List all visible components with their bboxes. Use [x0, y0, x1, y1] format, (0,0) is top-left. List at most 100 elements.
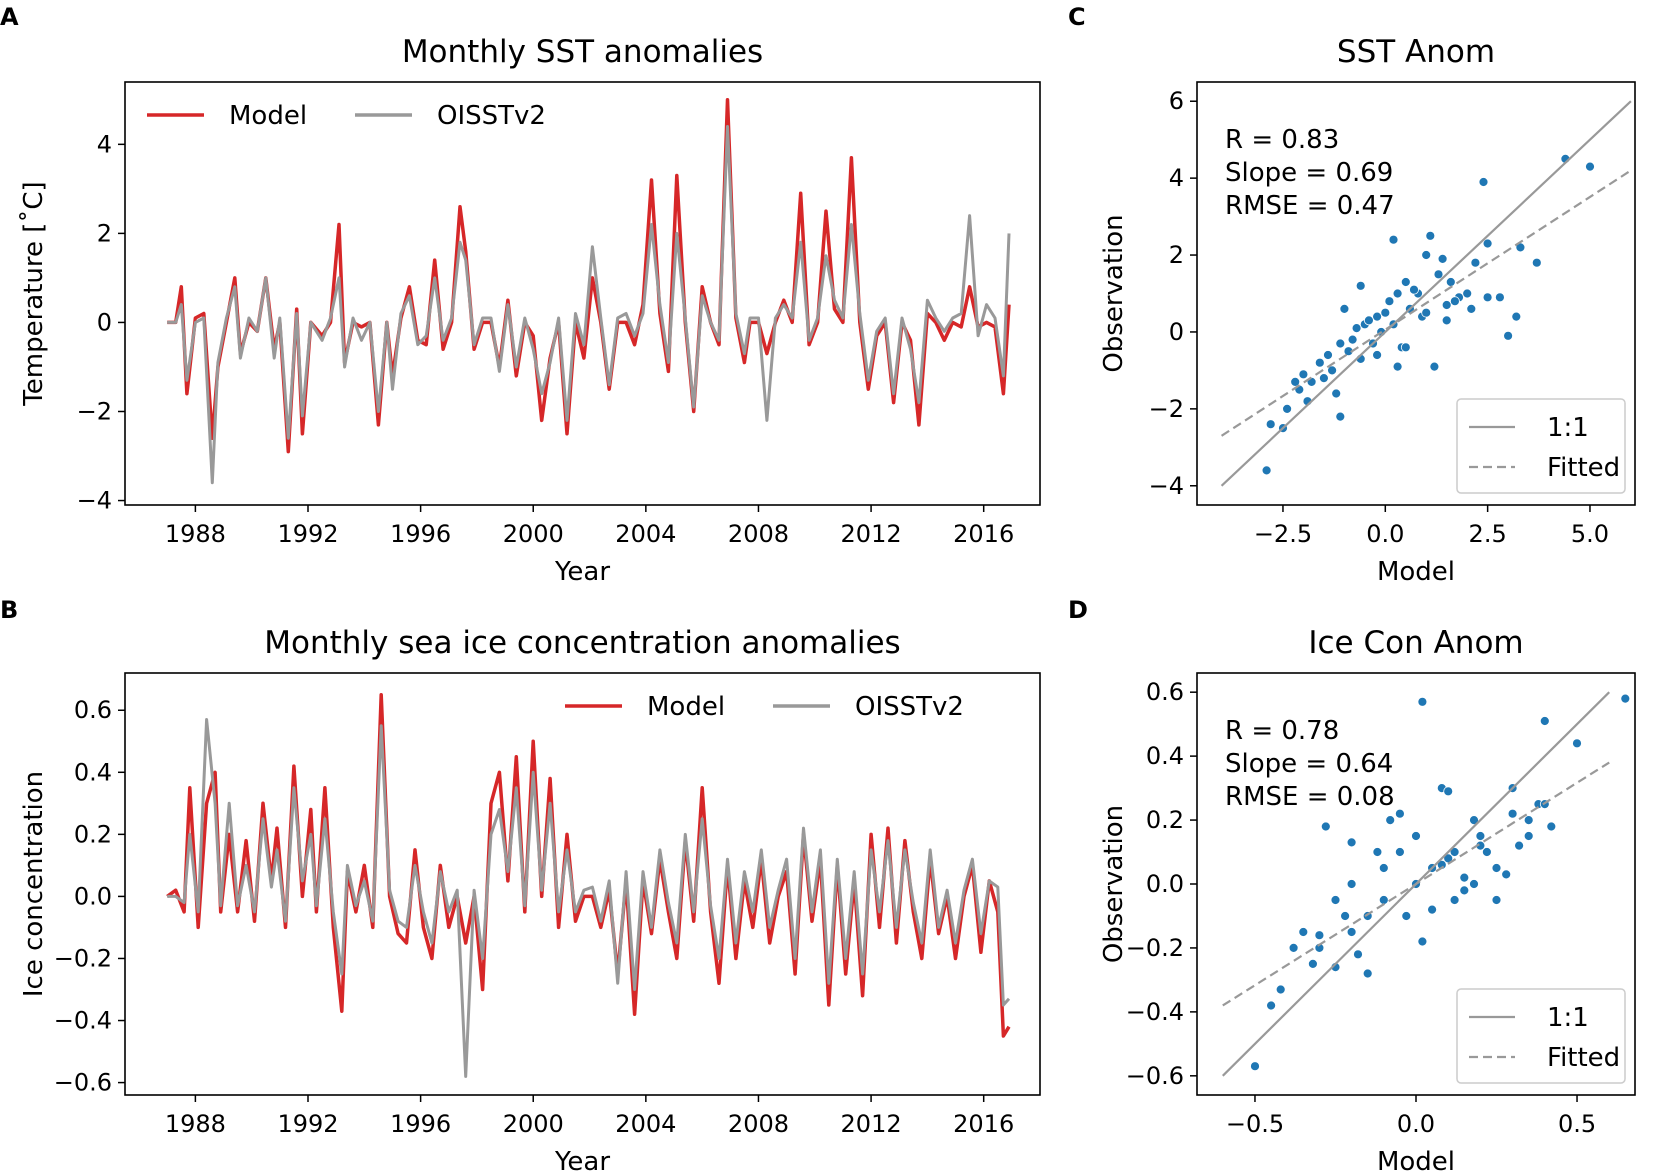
y-axis-label: Temperature [˚C] [19, 181, 49, 406]
y-tick-label: −2 [1149, 395, 1184, 423]
scatter-point [1275, 984, 1286, 995]
legend-label: Fitted [1547, 453, 1620, 483]
scatter-point [1427, 904, 1437, 915]
legend: 1:1 Fitted [1456, 398, 1626, 494]
x-tick-label: 2016 [953, 1110, 1014, 1138]
scatter-point [1319, 373, 1329, 384]
scatter-point [1378, 863, 1389, 873]
scatter-point [1449, 895, 1460, 905]
fitted-line [1220, 169, 1632, 437]
scatter-point [1459, 885, 1470, 896]
scatter-point [1531, 257, 1542, 268]
series-line-oisstv2 [167, 125, 1011, 485]
x-tick-label: 1996 [390, 520, 451, 548]
scatter-point [1441, 315, 1452, 326]
stat-text: R = 0.78 [1225, 716, 1339, 746]
scatter-point [1514, 840, 1524, 851]
y-tick-label: 0.2 [1146, 806, 1184, 834]
scatter-point [1445, 277, 1456, 287]
scatter-point [1495, 292, 1505, 303]
panel-letter: D [1068, 596, 1088, 624]
scatter-point [1372, 311, 1382, 322]
panel-c: C SST Anom Model Observation −2.5 0.0 2.5 5.0 −… [1068, 3, 1636, 587]
scatter-point [1482, 847, 1492, 857]
y-axis-label: Observation [1099, 214, 1129, 372]
scatter-point [1388, 234, 1399, 245]
legend-label: 1:1 [1547, 413, 1589, 443]
y-tick-label: −0.2 [1126, 934, 1184, 962]
scatter-point [1466, 303, 1477, 314]
scatter-point [1450, 296, 1460, 307]
scatter-point [1314, 357, 1325, 368]
x-tick-label: 2016 [953, 520, 1014, 548]
legend-label: OISSTv2 [855, 692, 964, 722]
scatter-point [1572, 738, 1582, 749]
x-tick-label: 2000 [503, 1110, 564, 1138]
scatter-point [1409, 284, 1419, 295]
scatter-point [1265, 419, 1276, 430]
scatter-point [1331, 388, 1342, 399]
plot-area [1221, 691, 1631, 1077]
one-to-one-line [1220, 100, 1632, 487]
scatter-point [1323, 350, 1333, 360]
scatter-point [1443, 786, 1454, 797]
series-line-model [166, 692, 1011, 1038]
scatter-point [1469, 879, 1479, 889]
legend-label: Model [647, 692, 725, 722]
scatter-point [1290, 376, 1301, 387]
y-tick-label: 2 [97, 219, 112, 247]
axes-frame [1196, 672, 1636, 1096]
panel-a: A Monthly SST anomalies Year Temperature [… [0, 3, 1041, 587]
scatter-point [1353, 949, 1363, 960]
legend-label: Fitted [1547, 1043, 1620, 1073]
panel-letter: B [0, 596, 18, 624]
scatter-point [1401, 911, 1412, 921]
y-axis-label: Observation [1099, 805, 1129, 963]
y-tick-label: −4 [77, 487, 112, 515]
x-tick-label: 2008 [728, 1110, 789, 1138]
scatter-point [1261, 465, 1272, 476]
scatter-point [1335, 338, 1346, 349]
scatter-point [1384, 296, 1395, 307]
x-tick-label: 1992 [277, 520, 338, 548]
y-tick-label: 0.0 [1146, 870, 1184, 898]
scatter-point [1335, 411, 1346, 422]
scatter-point [1327, 365, 1337, 376]
chart-title: SST Anom [1337, 34, 1495, 70]
panel-d: D Ice Con Anom Model Observation −0.5 0.0 0.5… [1068, 596, 1636, 1175]
x-tick-label: 1988 [165, 520, 226, 548]
scatter-point [1523, 815, 1534, 825]
x-tick-label: 2012 [841, 1110, 902, 1138]
scatter-point [1364, 315, 1374, 326]
scatter-point [1266, 1000, 1276, 1011]
scatter-point [1449, 847, 1460, 857]
legend: 1:1 Fitted [1456, 988, 1626, 1084]
y-tick-label: −2 [77, 397, 112, 425]
y-tick-label: 0.6 [1146, 678, 1184, 706]
panel-letter: A [0, 3, 19, 31]
x-tick-label: 2.5 [1469, 520, 1507, 548]
scatter-point [1475, 831, 1486, 841]
x-tick-label: 5.0 [1571, 520, 1609, 548]
scatter-point [1539, 716, 1550, 726]
scatter-point [1433, 269, 1444, 280]
scatter-point [1372, 847, 1383, 857]
scatter-point [1400, 342, 1411, 353]
legend: Model OISSTv2 [565, 692, 964, 722]
y-tick-label: 6 [1169, 87, 1184, 115]
x-tick-label: 2012 [841, 520, 902, 548]
scatter-point [1429, 361, 1440, 372]
scatter-point [1314, 943, 1325, 953]
scatter-point [1347, 334, 1358, 345]
y-tick-label: 2 [1169, 241, 1184, 269]
y-tick-label: 4 [97, 130, 112, 158]
scatter-point [1250, 1061, 1260, 1072]
scatter-point [1351, 323, 1362, 334]
series-line-oisstv2 [167, 718, 1011, 1078]
legend-label: Model [229, 101, 307, 131]
y-tick-label: 0.0 [74, 882, 112, 910]
scatter-point [1339, 303, 1350, 314]
legend-label: OISSTv2 [437, 101, 546, 131]
scatter-point [1314, 930, 1325, 941]
scatter-point [1441, 300, 1452, 310]
